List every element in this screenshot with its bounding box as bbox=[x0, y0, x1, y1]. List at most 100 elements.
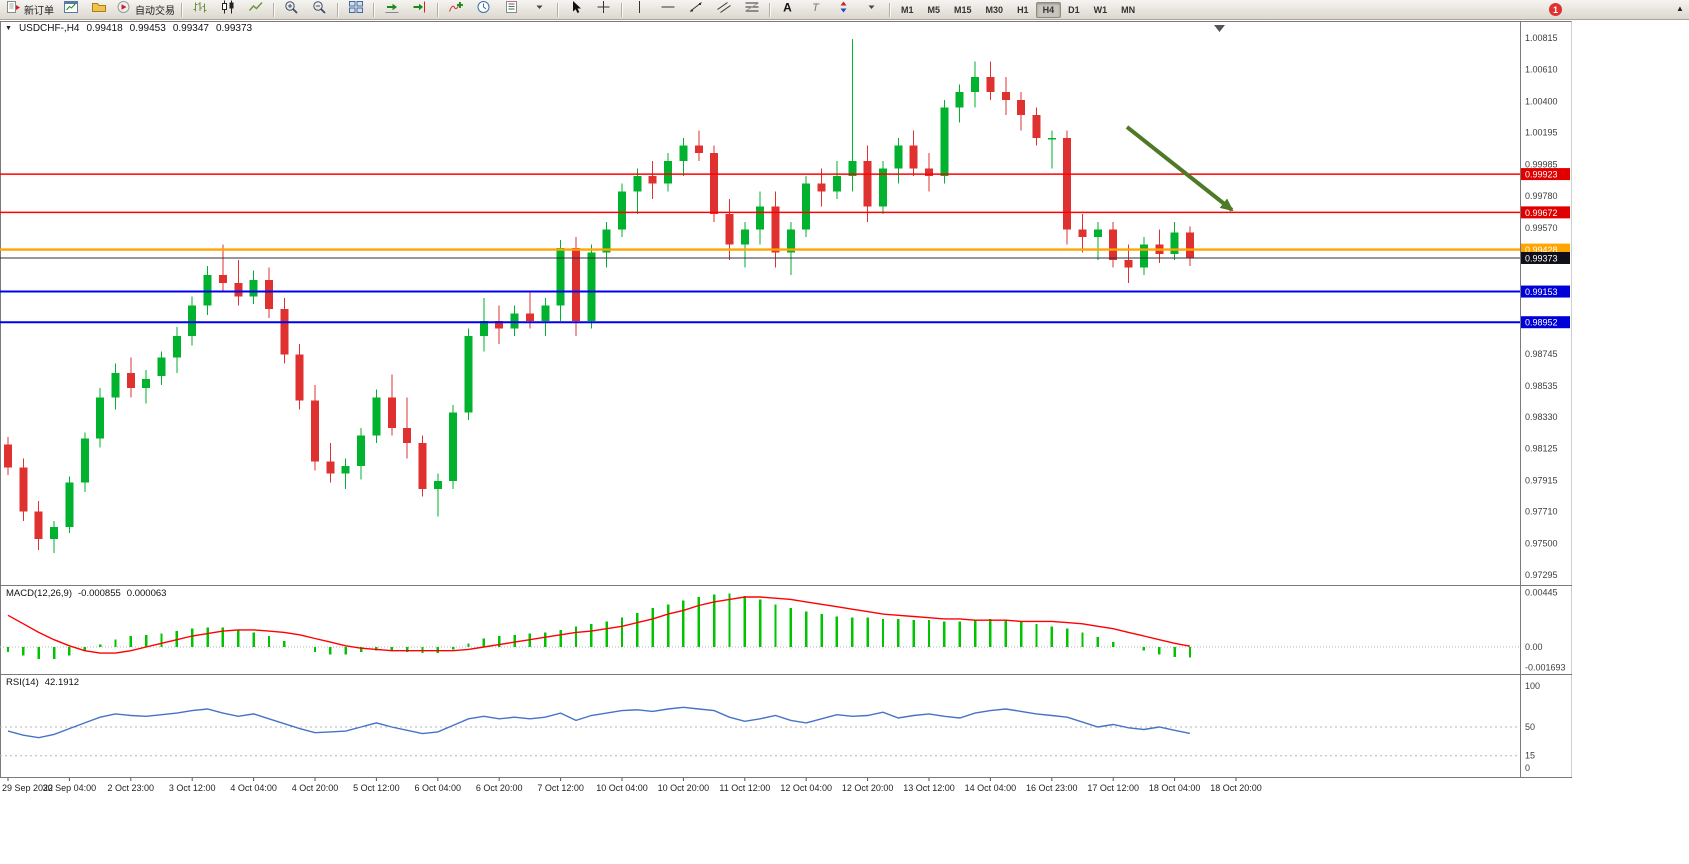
templates-button[interactable] bbox=[498, 0, 526, 20]
timeframe-m1-button[interactable]: M1 bbox=[901, 4, 914, 15]
template-icon bbox=[504, 0, 520, 19]
chart-shift-marker bbox=[1214, 25, 1225, 32]
hline-0.99428[interactable]: 0.99428 bbox=[0, 243, 1570, 256]
channel-button[interactable] bbox=[710, 0, 738, 20]
timeframe-mn-button[interactable]: MN bbox=[1121, 4, 1136, 15]
zoom-out-icon bbox=[312, 0, 328, 19]
dropdown-icon bbox=[864, 0, 880, 19]
macd-label: MACD(12,26,9) -0.000855 0.000063 bbox=[6, 588, 166, 599]
hline-0.98952[interactable]: 0.98952 bbox=[0, 316, 1570, 329]
timeframe-m30-button[interactable]: M30 bbox=[985, 4, 1004, 15]
line-chart-button[interactable] bbox=[242, 0, 270, 20]
crosshair-button[interactable] bbox=[590, 0, 618, 20]
toolbar-separator bbox=[273, 2, 275, 17]
timeframe-h4-button[interactable]: H4 bbox=[1035, 1, 1062, 18]
svg-text:0.98535: 0.98535 bbox=[1525, 381, 1558, 391]
rsi-name: RSI(14) bbox=[6, 677, 39, 688]
toolbar-collapse-icon[interactable]: ▲ bbox=[1676, 4, 1684, 13]
toolbar-separator bbox=[769, 2, 771, 17]
svg-text:2 Oct 23:00: 2 Oct 23:00 bbox=[108, 783, 155, 793]
toolbar-separator bbox=[621, 2, 623, 17]
svg-text:10 Oct 04:00: 10 Oct 04:00 bbox=[596, 783, 648, 793]
zoom-out-button[interactable] bbox=[306, 0, 334, 20]
timeframe-h1-button[interactable]: H1 bbox=[1017, 4, 1029, 15]
toolbar-separator bbox=[557, 2, 559, 17]
chart-canvas[interactable]: 1.00815 1.00610 1.00400 1.00195 0.99985 0.997… bbox=[0, 20, 1689, 859]
svg-text:T: T bbox=[812, 2, 820, 14]
macd-name: MACD(12,26,9) bbox=[6, 588, 72, 599]
svg-text:30 Sep 04:00: 30 Sep 04:00 bbox=[43, 783, 97, 793]
hline-0.99153[interactable]: 0.99153 bbox=[0, 285, 1570, 298]
horizontal-line-button[interactable] bbox=[654, 0, 682, 20]
autotrading-button-label: 自动交易 bbox=[135, 6, 175, 17]
autotrading-button[interactable]: 自动交易 bbox=[113, 0, 178, 20]
vertical-line-icon bbox=[632, 0, 648, 19]
macd-histogram bbox=[6, 593, 1192, 660]
hline-0.99373[interactable]: 0.99373 bbox=[0, 251, 1570, 264]
periods-button[interactable] bbox=[470, 0, 498, 20]
text-label-button[interactable]: T bbox=[802, 0, 830, 20]
fibonacci-button[interactable] bbox=[738, 0, 766, 20]
svg-text:0.97710: 0.97710 bbox=[1525, 507, 1558, 517]
chart-shift-icon bbox=[412, 0, 428, 19]
templates-dropdown-button[interactable] bbox=[526, 0, 554, 20]
svg-text:0.98745: 0.98745 bbox=[1525, 349, 1558, 359]
chart-window-button[interactable] bbox=[57, 0, 85, 20]
cursor-button[interactable] bbox=[562, 0, 590, 20]
candlestick-icon bbox=[220, 0, 236, 19]
svg-text:4 Oct 20:00: 4 Oct 20:00 bbox=[292, 783, 339, 793]
one-click-trading-toggle-icon[interactable]: ▼ bbox=[5, 25, 12, 32]
trendline-button[interactable] bbox=[682, 0, 710, 20]
auto-scroll-icon bbox=[384, 0, 400, 19]
candlestick-button[interactable] bbox=[214, 0, 242, 20]
trend-arrow[interactable] bbox=[1125, 125, 1234, 212]
text-button[interactable]: A bbox=[774, 0, 802, 20]
svg-text:0.99985: 0.99985 bbox=[1525, 160, 1558, 170]
timeframe-d1-button[interactable]: D1 bbox=[1068, 4, 1080, 15]
timeframe-m5-button[interactable]: M5 bbox=[927, 4, 941, 15]
svg-text:0.97295: 0.97295 bbox=[1525, 570, 1558, 580]
svg-text:6 Oct 04:00: 6 Oct 04:00 bbox=[415, 783, 462, 793]
profiles-button[interactable] bbox=[85, 0, 113, 20]
vertical-line-button[interactable] bbox=[626, 0, 654, 20]
fibonacci-icon bbox=[744, 0, 760, 19]
svg-text:100: 100 bbox=[1525, 681, 1540, 691]
tile-windows-icon bbox=[348, 0, 364, 19]
arrows-icon bbox=[836, 0, 852, 19]
svg-text:0.99373: 0.99373 bbox=[1525, 253, 1558, 263]
chart-shift-button[interactable] bbox=[406, 0, 434, 20]
chart-window-icon bbox=[63, 0, 79, 19]
new-order-button[interactable]: 新订单 bbox=[2, 0, 57, 20]
title-open-value: 0.99418 bbox=[86, 23, 123, 34]
svg-text:0.99153: 0.99153 bbox=[1525, 287, 1558, 297]
bar-chart-button[interactable] bbox=[186, 0, 214, 20]
arrows-dropdown-button[interactable] bbox=[858, 0, 886, 20]
hline-0.99672[interactable]: 0.99672 bbox=[0, 206, 1570, 219]
new-order-button-label: 新订单 bbox=[24, 6, 54, 17]
svg-text:14 Oct 04:00: 14 Oct 04:00 bbox=[965, 783, 1017, 793]
svg-text:29 Sep 2022: 29 Sep 2022 bbox=[2, 783, 53, 793]
timeframe-m15-button[interactable]: M15 bbox=[954, 4, 972, 15]
svg-text:0.99672: 0.99672 bbox=[1525, 208, 1558, 218]
tile-windows-button[interactable] bbox=[342, 0, 370, 20]
indicators-icon bbox=[448, 0, 464, 19]
candlestick-series[interactable] bbox=[4, 38, 1194, 553]
zoom-in-button[interactable] bbox=[278, 0, 306, 20]
hline-0.99923[interactable]: 0.99923 bbox=[0, 168, 1570, 181]
price-axis[interactable]: 1.00815 1.00610 1.00400 1.00195 0.99985 0.997… bbox=[1525, 33, 1558, 580]
macd-signal-value: 0.000063 bbox=[126, 588, 167, 599]
svg-text:17 Oct 12:00: 17 Oct 12:00 bbox=[1087, 783, 1139, 793]
svg-text:1.00610: 1.00610 bbox=[1525, 64, 1558, 74]
indicators-button[interactable] bbox=[442, 0, 470, 20]
chart-window[interactable]: 1.00815 1.00610 1.00400 1.00195 0.99985 0.997… bbox=[0, 20, 1689, 859]
timeframe-w1-button[interactable]: W1 bbox=[1093, 4, 1108, 15]
svg-text:7 Oct 12:00: 7 Oct 12:00 bbox=[537, 783, 584, 793]
autotrading-icon bbox=[116, 0, 132, 19]
title-close-value: 0.99373 bbox=[215, 23, 253, 34]
arrows-button[interactable] bbox=[830, 0, 858, 20]
svg-text:0.99780: 0.99780 bbox=[1525, 191, 1558, 201]
svg-text:0.99570: 0.99570 bbox=[1525, 223, 1558, 233]
auto-scroll-button[interactable] bbox=[378, 0, 406, 20]
